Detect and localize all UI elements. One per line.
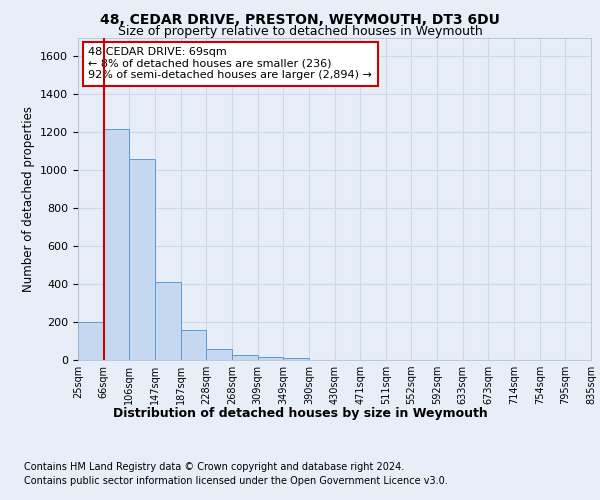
Bar [232, 356, 257, 360]
Text: 48, CEDAR DRIVE, PRESTON, WEYMOUTH, DT3 6DU: 48, CEDAR DRIVE, PRESTON, WEYMOUTH, DT3 … [100, 12, 500, 26]
Text: Contains HM Land Registry data © Crown copyright and database right 2024.: Contains HM Land Registry data © Crown c… [24, 462, 404, 472]
Y-axis label: Number of detached properties: Number of detached properties [22, 106, 35, 292]
Text: Size of property relative to detached houses in Weymouth: Size of property relative to detached ho… [118, 25, 482, 38]
Bar [155, 282, 181, 360]
Bar [130, 159, 155, 360]
Bar [206, 348, 232, 360]
Bar [181, 330, 206, 360]
Bar [78, 322, 104, 360]
Text: Contains public sector information licensed under the Open Government Licence v3: Contains public sector information licen… [24, 476, 448, 486]
Bar [257, 357, 283, 360]
Text: Distribution of detached houses by size in Weymouth: Distribution of detached houses by size … [113, 408, 487, 420]
Bar [104, 128, 130, 360]
Bar [283, 358, 309, 360]
Text: 48 CEDAR DRIVE: 69sqm
← 8% of detached houses are smaller (236)
92% of semi-deta: 48 CEDAR DRIVE: 69sqm ← 8% of detached h… [88, 47, 372, 80]
